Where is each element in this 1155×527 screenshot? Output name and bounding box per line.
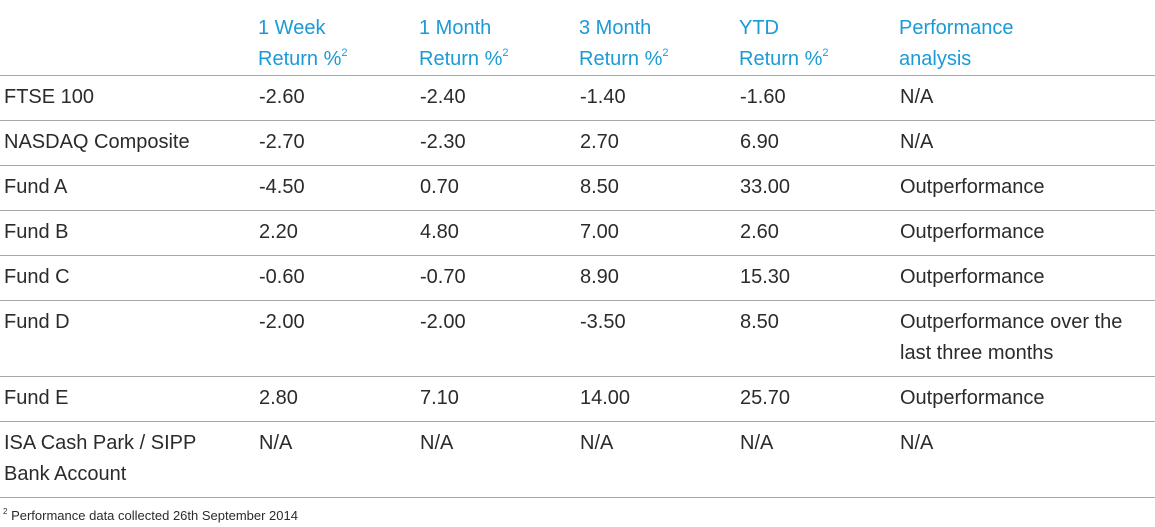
- three-month-return-cell: -1.40: [579, 75, 739, 121]
- header-line-1: 1 Month: [419, 17, 492, 39]
- month-return-cell: 7.10: [419, 376, 579, 422]
- week-return-cell: 2.20: [258, 210, 419, 256]
- table-row: Fund E 2.80 7.10 14.00 25.70 Outperforma…: [0, 376, 1155, 422]
- footnote-ref: 2: [822, 47, 829, 59]
- month-return-cell: N/A: [419, 421, 579, 498]
- footnote-ref: 2: [662, 47, 669, 59]
- row-name: Fund B: [0, 210, 258, 256]
- performance-table: 1 Week Return %2 1 Month Return %2 3 Month…: [0, 0, 1155, 498]
- footnote-ref: 2: [341, 47, 348, 59]
- analysis-cell: N/A: [899, 75, 1155, 121]
- table-row: FTSE 100 -2.60 -2.40 -1.40 -1.60 N/A: [0, 75, 1155, 121]
- week-return-cell: -4.50: [258, 165, 419, 211]
- week-return-cell: 2.80: [258, 376, 419, 422]
- month-return-cell: -2.00: [419, 300, 579, 377]
- header-performance-analysis: Performance analysis: [899, 0, 1155, 76]
- table-row: Fund D -2.00 -2.00 -3.50 8.50 Outperform…: [0, 300, 1155, 377]
- table-row: Fund C -0.60 -0.70 8.90 15.30 Outperform…: [0, 255, 1155, 301]
- header-line-2: analysis: [899, 48, 972, 70]
- row-name: FTSE 100: [0, 75, 258, 121]
- header-line-1: Performance: [899, 17, 1014, 39]
- three-month-return-cell: 2.70: [579, 120, 739, 166]
- analysis-cell: Outperformance: [899, 255, 1155, 301]
- week-return-cell: -2.70: [258, 120, 419, 166]
- analysis-cell: Outperformance: [899, 210, 1155, 256]
- three-month-return-cell: 8.90: [579, 255, 739, 301]
- ytd-return-cell: 25.70: [739, 376, 899, 422]
- header-line-2: Return %: [419, 48, 503, 70]
- performance-table-container: 1 Week Return %2 1 Month Return %2 3 Month…: [0, 0, 1155, 498]
- analysis-cell: Outperformance over the last three month…: [899, 300, 1155, 377]
- month-return-cell: -0.70: [419, 255, 579, 301]
- table-header: 1 Week Return %2 1 Month Return %2 3 Month…: [0, 0, 1155, 76]
- header-line-2: Return %: [739, 48, 823, 70]
- row-name: Fund D: [0, 300, 258, 377]
- header-line-2: Return %: [258, 48, 342, 70]
- row-name: ISA Cash Park / SIPP Bank Account: [0, 421, 258, 498]
- row-name: Fund A: [0, 165, 258, 211]
- table-body: FTSE 100 -2.60 -2.40 -1.40 -1.60 N/A NAS…: [0, 75, 1155, 498]
- header-1-month-return: 1 Month Return %2: [419, 0, 579, 76]
- footnote-ref: 2: [502, 47, 509, 59]
- three-month-return-cell: 8.50: [579, 165, 739, 211]
- header-line-1: YTD: [739, 17, 779, 39]
- week-return-cell: -2.60: [258, 75, 419, 121]
- analysis-cell: Outperformance: [899, 165, 1155, 211]
- analysis-cell: N/A: [899, 421, 1155, 498]
- row-name: Fund E: [0, 376, 258, 422]
- month-return-cell: 0.70: [419, 165, 579, 211]
- header-ytd-return: YTD Return %2: [739, 0, 899, 76]
- ytd-return-cell: -1.60: [739, 75, 899, 121]
- header-name-column: [0, 0, 258, 76]
- ytd-return-cell: 33.00: [739, 165, 899, 211]
- header-row: 1 Week Return %2 1 Month Return %2 3 Month…: [0, 0, 1155, 76]
- ytd-return-cell: N/A: [739, 421, 899, 498]
- ytd-return-cell: 6.90: [739, 120, 899, 166]
- footnote: 2 Performance data collected 26th Septem…: [3, 508, 298, 524]
- three-month-return-cell: N/A: [579, 421, 739, 498]
- ytd-return-cell: 2.60: [739, 210, 899, 256]
- row-name: Fund C: [0, 255, 258, 301]
- week-return-cell: N/A: [258, 421, 419, 498]
- week-return-cell: -0.60: [258, 255, 419, 301]
- month-return-cell: 4.80: [419, 210, 579, 256]
- footnote-text: Performance data collected 26th Septembe…: [11, 508, 298, 523]
- table-row: ISA Cash Park / SIPP Bank Account N/A N/…: [0, 421, 1155, 498]
- three-month-return-cell: 7.00: [579, 210, 739, 256]
- header-1-week-return: 1 Week Return %2: [258, 0, 419, 76]
- table-row: Fund A -4.50 0.70 8.50 33.00 Outperforma…: [0, 165, 1155, 211]
- analysis-cell: N/A: [899, 120, 1155, 166]
- ytd-return-cell: 15.30: [739, 255, 899, 301]
- three-month-return-cell: 14.00: [579, 376, 739, 422]
- table-row: Fund B 2.20 4.80 7.00 2.60 Outperformanc…: [0, 210, 1155, 256]
- month-return-cell: -2.30: [419, 120, 579, 166]
- three-month-return-cell: -3.50: [579, 300, 739, 377]
- ytd-return-cell: 8.50: [739, 300, 899, 377]
- table-row: NASDAQ Composite -2.70 -2.30 2.70 6.90 N…: [0, 120, 1155, 166]
- row-name: NASDAQ Composite: [0, 120, 258, 166]
- header-line-2: Return %: [579, 48, 663, 70]
- footnote-marker: 2: [3, 507, 8, 516]
- header-line-1: 1 Week: [258, 17, 326, 39]
- analysis-cell: Outperformance: [899, 376, 1155, 422]
- header-line-1: 3 Month: [579, 17, 652, 39]
- month-return-cell: -2.40: [419, 75, 579, 121]
- header-3-month-return: 3 Month Return %2: [579, 0, 739, 76]
- week-return-cell: -2.00: [258, 300, 419, 377]
